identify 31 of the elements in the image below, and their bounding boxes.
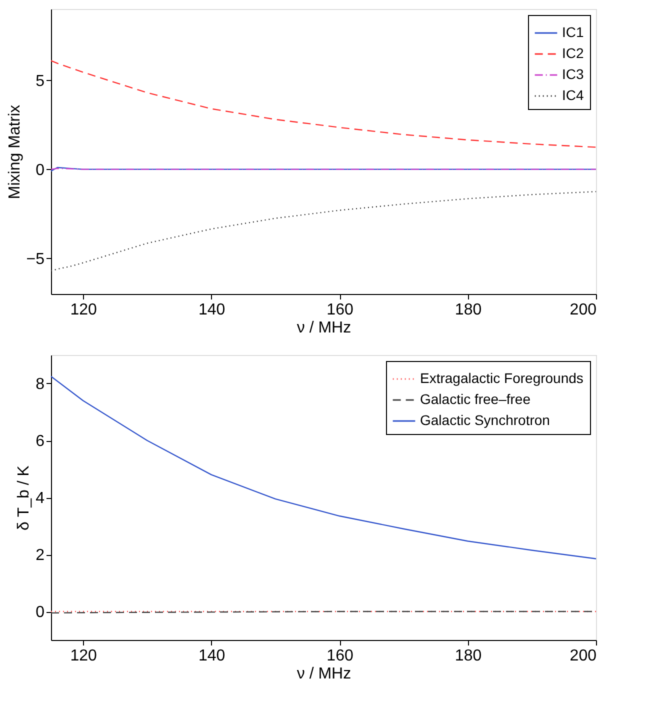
x-tick-label: 120 bbox=[70, 648, 98, 664]
x-tick-label: 200 bbox=[570, 302, 597, 318]
legend-label: IC2 bbox=[562, 45, 584, 61]
legend-label: Extragalactic Foregrounds bbox=[420, 370, 584, 386]
x-tick-label: 160 bbox=[326, 648, 354, 664]
y-tick-label: 0 bbox=[36, 162, 45, 179]
legend-label: Galactic free–free bbox=[420, 391, 531, 407]
legend-label: Galactic Synchrotron bbox=[420, 412, 550, 428]
y-axis-title: δ T_b / K bbox=[16, 465, 33, 530]
line-series bbox=[50, 190, 597, 272]
x-tick-label: 140 bbox=[198, 648, 226, 664]
y-tick-label: −5 bbox=[26, 250, 45, 268]
y-tick-label: 2 bbox=[36, 547, 45, 564]
x-tick-label: 120 bbox=[70, 302, 98, 318]
legend-label: IC3 bbox=[562, 66, 584, 82]
y-tick-label: 5 bbox=[36, 72, 45, 90]
x-tick-label: 180 bbox=[454, 648, 482, 664]
legend-label: IC4 bbox=[562, 87, 584, 103]
x-tick-label: 140 bbox=[198, 302, 226, 318]
x-axis-title: ν / MHz bbox=[296, 666, 352, 682]
y-tick-label: 0 bbox=[36, 604, 45, 621]
legend-label: IC1 bbox=[562, 24, 584, 40]
x-tick-label: 200 bbox=[570, 648, 597, 664]
y-tick-label: 6 bbox=[36, 433, 45, 450]
x-axis-title: ν / MHz bbox=[296, 320, 352, 336]
x-tick-label: 180 bbox=[454, 302, 482, 318]
line-series bbox=[50, 60, 597, 148]
y-tick-label: 8 bbox=[36, 376, 45, 393]
x-tick-label: 160 bbox=[326, 302, 354, 318]
y-tick-label: 4 bbox=[36, 490, 45, 507]
y-axis-title: Mixing Matrix bbox=[6, 104, 24, 200]
